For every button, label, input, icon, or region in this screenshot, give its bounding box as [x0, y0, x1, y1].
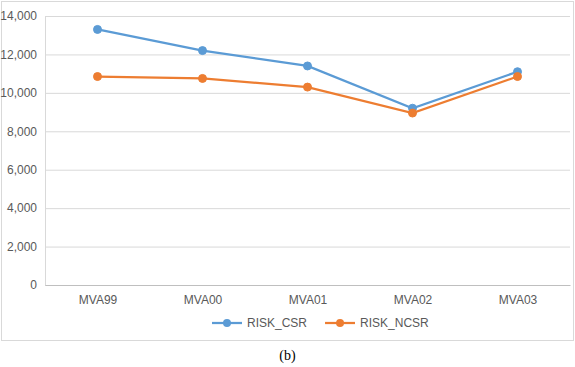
y-tick-label: 14,000: [0, 9, 37, 23]
series-marker: [304, 83, 312, 91]
grid-line: [45, 247, 570, 248]
series-marker: [409, 109, 417, 117]
grid-line: [45, 170, 570, 171]
y-tick-label: 8,000: [7, 125, 37, 139]
x-tick: MVA03: [499, 285, 538, 307]
legend-marker: [223, 319, 231, 327]
grid: [45, 17, 570, 286]
x-tick-label: MVA03: [499, 293, 538, 307]
grid-line: [45, 208, 570, 209]
plot-area: [94, 25, 522, 117]
y-tick: 14,000: [0, 9, 45, 23]
chart-frame: [2, 2, 574, 341]
x-tick-label: MVA01: [289, 293, 328, 307]
x-tick: MVA02: [394, 285, 433, 307]
series-line: [98, 29, 518, 108]
chart: 0 2,000 4,000 6,000 8,000 10,000 12,000 14,000 M…: [0, 0, 575, 367]
grid-line: [45, 54, 570, 55]
y-tick: 4,000: [7, 201, 45, 215]
grid-line: [45, 16, 570, 17]
y-axis-line: [45, 17, 46, 286]
y-tick-label: 6,000: [7, 163, 37, 177]
y-tick: 12,000: [0, 48, 45, 62]
series-marker: [514, 73, 522, 81]
y-tick: 6,000: [7, 163, 45, 177]
grid-line: [45, 131, 570, 132]
y-tick: 8,000: [7, 125, 45, 139]
x-tick-label: MVA99: [79, 293, 118, 307]
y-tick-label: 12,000: [0, 48, 37, 62]
x-tick-label: MVA02: [394, 293, 433, 307]
series-marker: [199, 74, 207, 82]
grid-line: [45, 93, 570, 94]
legend: RISK_CSR RISK_NCSR: [212, 316, 429, 330]
y-tick: 2,000: [7, 240, 45, 254]
series-marker: [304, 62, 312, 70]
legend-item: RISK_CSR: [212, 316, 307, 330]
y-tick-label: 10,000: [0, 86, 37, 100]
series-marker: [199, 47, 207, 55]
x-tick: MVA99: [79, 285, 118, 307]
grid-line: [45, 285, 570, 286]
x-axis-line: [46, 285, 571, 286]
x-tick: MVA00: [184, 285, 223, 307]
x-tick-label: MVA00: [184, 293, 223, 307]
series-marker: [94, 25, 102, 33]
y-tick: 10,000: [0, 86, 45, 100]
legend-label: RISK_CSR: [247, 316, 307, 330]
y-tick-label: 0: [30, 278, 37, 292]
legend-label: RISK_NCSR: [360, 316, 429, 330]
x-tick: MVA01: [289, 285, 328, 307]
y-tick-label: 2,000: [7, 240, 37, 254]
subtitle: (b): [279, 348, 296, 364]
y-tick-label: 4,000: [7, 201, 37, 215]
y-tick: 0: [30, 278, 45, 292]
y-axis: 0 2,000 4,000 6,000 8,000 10,000 12,000 14,000: [0, 9, 45, 292]
legend-item: RISK_NCSR: [325, 316, 429, 330]
series-marker: [94, 73, 102, 81]
legend-marker: [336, 319, 344, 327]
x-axis: MVA99 MVA00 MVA01 MVA02 MVA03: [46, 285, 571, 307]
series-line: [98, 77, 518, 114]
